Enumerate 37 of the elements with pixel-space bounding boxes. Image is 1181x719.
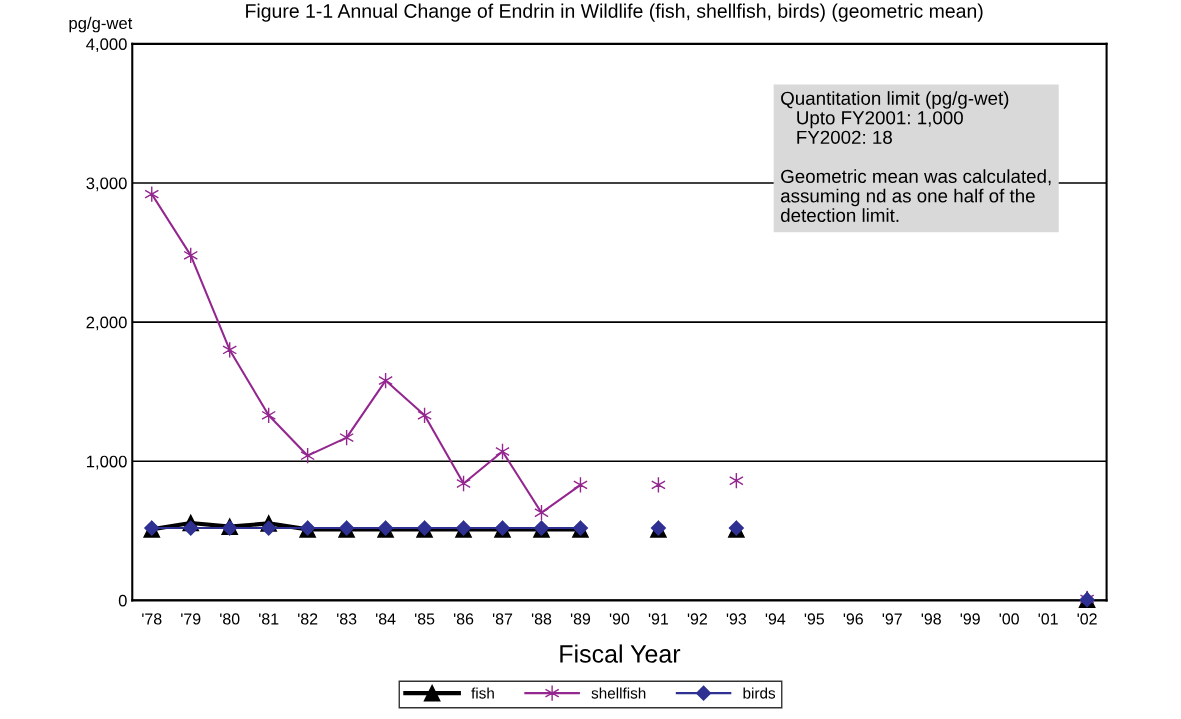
x-tick-label: '98 xyxy=(921,613,941,625)
x-tick-label: '83 xyxy=(337,613,357,625)
x-tick-label: '85 xyxy=(414,613,435,625)
x-tick-label: '81 xyxy=(259,613,279,625)
x-tick-label: '99 xyxy=(960,613,980,625)
x-tick-label: '92 xyxy=(687,613,707,625)
x-tick-label: '95 xyxy=(804,613,825,625)
y-tick-label: 2,000 xyxy=(86,316,127,331)
x-axis-title: Fiscal Year xyxy=(560,644,681,663)
x-tick-label: '91 xyxy=(648,613,669,625)
x-tick-label: '93 xyxy=(726,613,747,625)
x-tick-label: '80 xyxy=(220,613,240,625)
text: Quantitation limit (pg/g-wet) Upto FY2001: 1,000 FY2002: 18 Geometric mean was calculated, assuming nd as one half of the detection limit. xyxy=(780,91,1051,223)
y-tick-label: 0 xyxy=(118,594,127,607)
x-tick-label: '84 xyxy=(376,613,396,625)
x-tick-label: '02 xyxy=(1077,613,1097,625)
x-tick-label: '78 xyxy=(142,613,162,625)
x-tick-label: '88 xyxy=(531,613,552,625)
x-tick-label: '82 xyxy=(298,613,318,625)
x-tick-label: '94 xyxy=(765,613,786,625)
y-tick-label: 4,000 xyxy=(86,38,127,53)
x-tick-label: '90 xyxy=(609,613,630,625)
x-tick-label: '86 xyxy=(453,613,474,625)
x-tick-label: '97 xyxy=(882,613,902,625)
x-tick-label: '79 xyxy=(181,613,201,625)
legend-label: shellfish xyxy=(591,687,646,699)
y-tick-label: 1,000 xyxy=(86,455,127,470)
x-tick-label: '00 xyxy=(999,613,1019,625)
x-tick-label: '87 xyxy=(492,613,513,625)
y-tick-label: 3,000 xyxy=(86,177,127,192)
y-axis-title: pg/g-wet xyxy=(69,16,133,33)
x-tick-label: '01 xyxy=(1038,613,1058,625)
x-tick-label: '89 xyxy=(570,613,591,625)
x-tick-label: '96 xyxy=(843,613,863,625)
legend-label: birds xyxy=(743,687,776,699)
legend-label: fish xyxy=(471,687,494,699)
chart-title: Figure 1-1 Annual Change of Endrin in Wildlife (fish, shellfish, birds) (geometric mean) xyxy=(246,3,983,22)
